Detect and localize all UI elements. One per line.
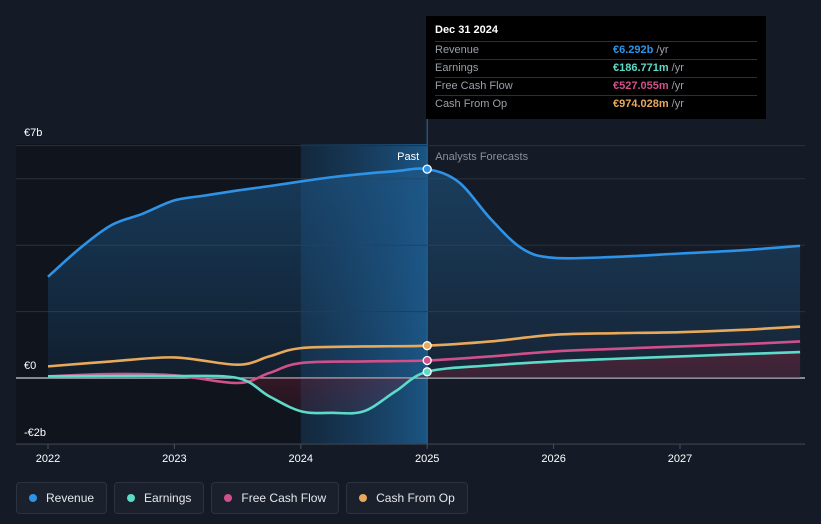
marker-cash-from-op bbox=[422, 341, 432, 351]
tooltip-value: €974.028m bbox=[613, 98, 669, 110]
marker-free-cash-flow bbox=[422, 355, 432, 366]
tooltip-label: Cash From Op bbox=[435, 98, 508, 110]
x-tick-label: 2026 bbox=[541, 453, 565, 465]
x-tick-label: 2025 bbox=[415, 453, 439, 465]
legend-label: Revenue bbox=[46, 491, 95, 505]
forecast-label: Analysts Forecasts bbox=[435, 151, 528, 163]
marker-earnings bbox=[422, 367, 432, 377]
tooltip-unit: /yr bbox=[671, 80, 684, 92]
legend-label: Earnings bbox=[144, 491, 192, 505]
revenue-dot-icon bbox=[29, 494, 37, 502]
x-tick-label: 2027 bbox=[668, 453, 692, 465]
revenue-area bbox=[48, 168, 801, 378]
tooltip-label: Free Cash Flow bbox=[435, 80, 513, 92]
tooltip-unit: /yr bbox=[671, 98, 684, 110]
x-tick-label: 2022 bbox=[36, 453, 60, 465]
tooltip-row-free-cash-flow: Free Cash Flow €527.055m /yr bbox=[435, 77, 757, 95]
legend: Revenue Earnings Free Cash Flow Cash Fro… bbox=[16, 482, 468, 514]
tooltip-value: €186.771m bbox=[613, 62, 669, 74]
tooltip-label: Earnings bbox=[435, 62, 479, 74]
past-label: Past bbox=[397, 151, 419, 163]
legend-item-cash-from-op[interactable]: Cash From Op bbox=[346, 482, 468, 514]
tooltip-row-cash-from-op: Cash From Op €974.028m /yr bbox=[435, 95, 757, 113]
marker-revenue bbox=[422, 164, 432, 174]
x-tick-label: 2024 bbox=[289, 453, 313, 465]
legend-item-revenue[interactable]: Revenue bbox=[16, 482, 108, 514]
tooltip: Dec 31 2024 Revenue €6.292b /yr Earnings… bbox=[426, 16, 766, 119]
series-line-cash-from-op bbox=[47, 325, 801, 368]
legend-item-free-cash-flow[interactable]: Free Cash Flow bbox=[211, 482, 340, 514]
earnings-dot-icon bbox=[127, 494, 136, 502]
tooltip-value: €6.292b bbox=[613, 44, 654, 56]
series-line-earnings bbox=[47, 350, 801, 415]
series-line-revenue bbox=[47, 167, 801, 278]
y-tick-label: -€2b bbox=[24, 427, 46, 439]
tooltip-value: €527.055m bbox=[613, 80, 669, 92]
y-tick-label: €7b bbox=[24, 127, 42, 139]
legend-item-earnings[interactable]: Earnings bbox=[114, 482, 205, 514]
y-tick-label: €0 bbox=[24, 360, 36, 372]
tooltip-row-earnings: Earnings €186.771m /yr bbox=[435, 59, 757, 77]
free-cash-flow-dot-icon bbox=[224, 494, 233, 502]
tooltip-unit: /yr bbox=[656, 44, 669, 56]
tooltip-unit: /yr bbox=[671, 62, 684, 74]
tooltip-date: Dec 31 2024 bbox=[435, 24, 498, 36]
legend-label: Cash From Op bbox=[376, 491, 455, 505]
earnings-area bbox=[48, 352, 801, 414]
cash-from-op-dot-icon bbox=[359, 494, 368, 502]
x-tick-label: 2023 bbox=[162, 453, 186, 465]
tooltip-row-revenue: Revenue €6.292b /yr bbox=[435, 41, 757, 59]
legend-label: Free Cash Flow bbox=[241, 491, 327, 505]
tooltip-label: Revenue bbox=[435, 44, 480, 56]
